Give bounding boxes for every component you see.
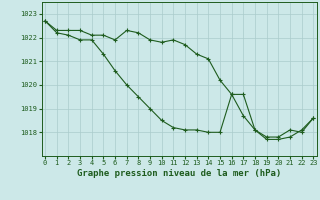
X-axis label: Graphe pression niveau de la mer (hPa): Graphe pression niveau de la mer (hPa) bbox=[77, 169, 281, 178]
